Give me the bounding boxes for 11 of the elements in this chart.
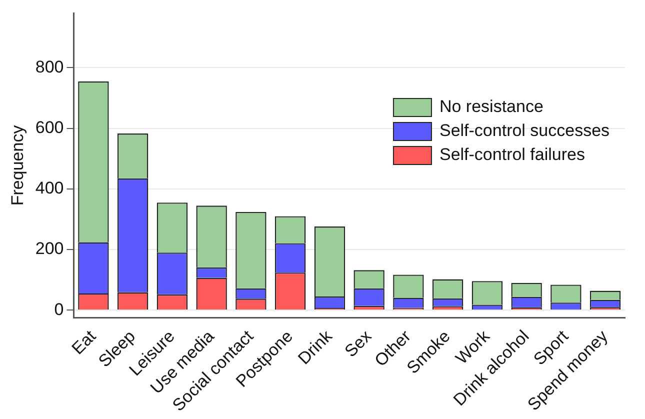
y-tick-label: 600 [35, 118, 64, 138]
x-tick-label: Sex [341, 326, 376, 361]
y-tick-label: 200 [35, 239, 64, 258]
legend-label: Self-control successes [439, 121, 610, 140]
y-axis-title: Frequency [8, 124, 27, 206]
y-tick-label: 800 [35, 57, 64, 76]
y-tick-label: 0 [54, 300, 64, 319]
legend-label: No resistance [439, 97, 544, 116]
y-tick-label: 400 [35, 178, 64, 198]
x-tick-label: Eat [68, 326, 100, 358]
legend-label: Self-control failures [439, 145, 585, 164]
